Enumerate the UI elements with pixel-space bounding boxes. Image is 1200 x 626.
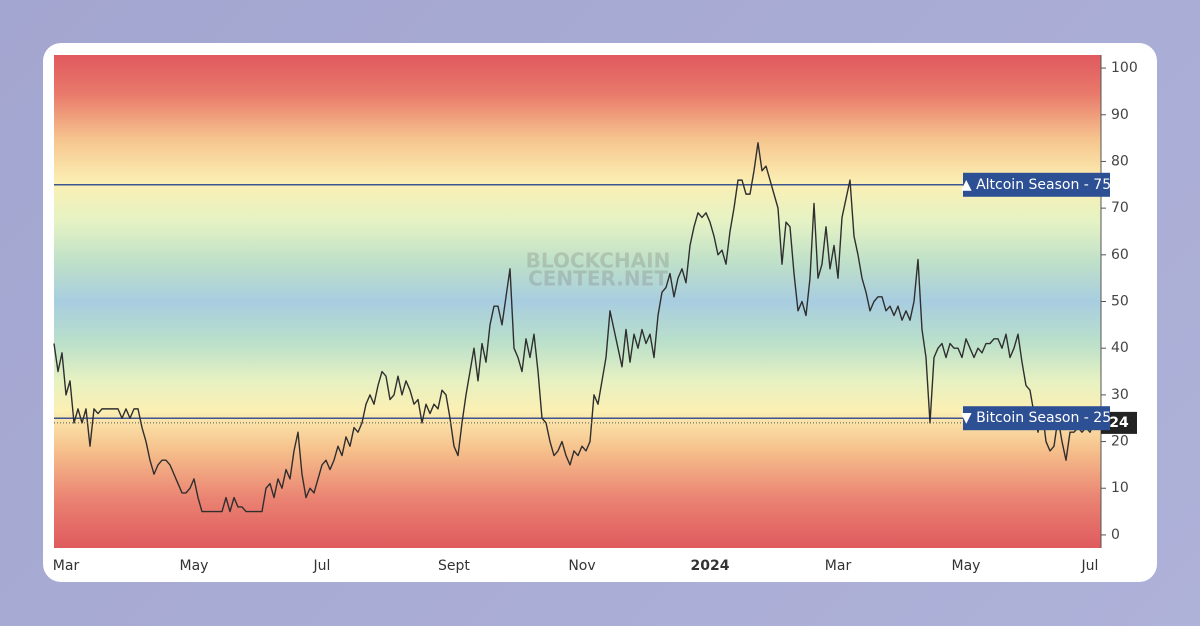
threshold-box [963, 172, 1110, 197]
y-tick-label: 30 [1111, 387, 1129, 403]
x-tick-label: Nov [568, 558, 595, 574]
index-line [53, 142, 1103, 513]
x-tick-label: May [952, 558, 981, 574]
threshold-label: ▲ Altcoin Season - 75 [961, 177, 1111, 193]
y-tick-label: 40 [1111, 340, 1129, 356]
y-tick-label: 20 [1111, 434, 1129, 450]
current-value-label: 24 [1109, 415, 1129, 431]
y-tick-label: 50 [1111, 294, 1129, 310]
y-tick-label: 100 [1111, 60, 1138, 76]
y-tick-label: 70 [1111, 200, 1129, 216]
y-tick-label: 0 [1111, 527, 1120, 543]
plot-background [54, 55, 1101, 548]
x-tick-label: 2024 [691, 558, 730, 574]
x-tick-label: Jul [313, 558, 331, 574]
y-tick-label: 10 [1111, 480, 1129, 496]
y-tick-label: 80 [1111, 153, 1129, 169]
x-tick-label: Sept [438, 558, 470, 574]
y-tick-label: 60 [1111, 247, 1129, 263]
watermark: CENTER.NET [528, 267, 668, 291]
threshold-box [963, 406, 1110, 431]
x-tick-label: Jul [1081, 558, 1099, 574]
watermark: BLOCKCHAIN [526, 249, 671, 273]
x-tick-label: May [180, 558, 209, 574]
y-tick-label: 90 [1111, 107, 1129, 123]
x-tick-label: Mar [825, 558, 852, 574]
x-tick-label: Mar [53, 558, 80, 574]
threshold-label: ▼ Bitcoin Season - 25 [961, 410, 1111, 426]
